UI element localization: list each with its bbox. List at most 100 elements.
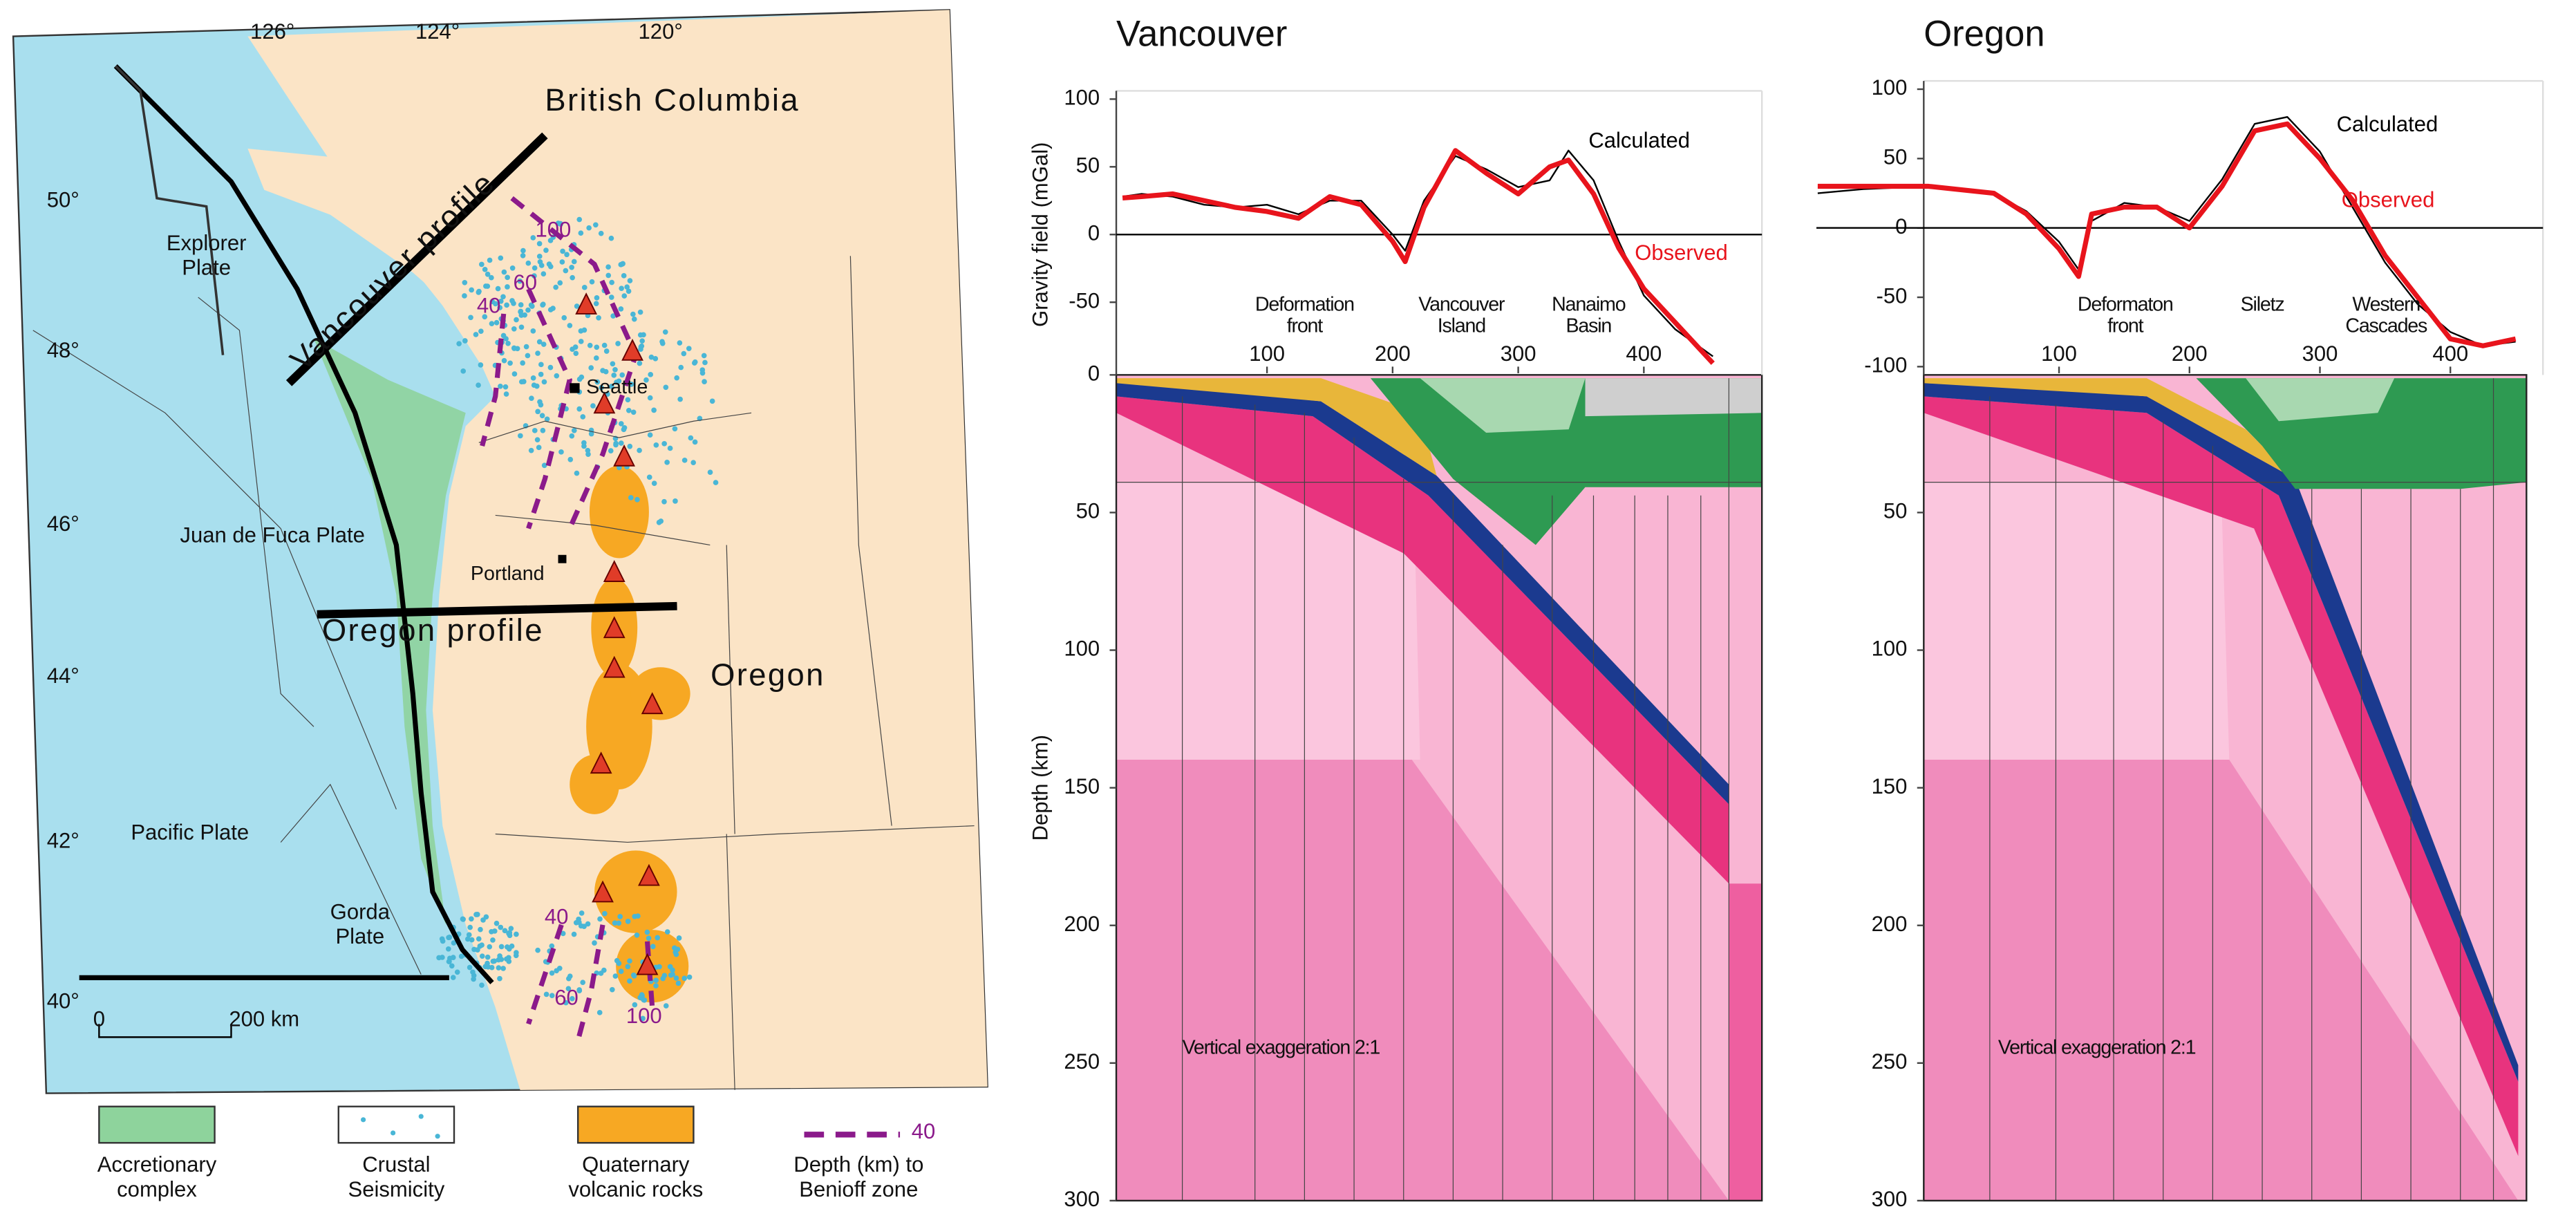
seismic-event [627, 443, 633, 449]
seismic-event [672, 426, 678, 432]
seismic-event [571, 931, 577, 937]
seismic-event [602, 910, 608, 917]
seismic-event [571, 427, 577, 433]
seismic-event [619, 285, 624, 292]
seismic-event [504, 302, 509, 308]
seismic-event [500, 966, 506, 971]
seismic-event [525, 260, 532, 266]
seismic-event [580, 980, 586, 985]
seismic-event [676, 935, 682, 941]
seismic-event [536, 339, 543, 345]
seismic-event [631, 316, 637, 322]
seismic-event [632, 1002, 638, 1008]
seismic-event [447, 955, 453, 962]
depth-tick-label: 150 [1064, 774, 1100, 798]
series-label: Observed [2342, 188, 2435, 212]
seismic-event [581, 443, 587, 449]
seismic-event [473, 912, 479, 917]
legend-label: volcanic rocks [568, 1177, 703, 1201]
seismic-event [531, 382, 537, 388]
seismic-event [498, 944, 505, 950]
seismic-event [538, 371, 544, 377]
contour-label: 40 [477, 294, 501, 318]
seismic-event [573, 919, 579, 926]
seismic-event [537, 259, 543, 265]
seismic-event [523, 344, 529, 350]
chart-title: Vancouver [1116, 13, 1287, 54]
seismic-event [532, 273, 537, 279]
seismic-event [490, 937, 496, 943]
seismic-event [475, 947, 480, 953]
seismic-event [601, 342, 608, 348]
depth-tick-label: 50 [1076, 499, 1100, 523]
annotation: Vancouver [1418, 294, 1505, 316]
oregon-profile-line [317, 601, 677, 619]
seismic-event [681, 458, 688, 463]
seismic-event [618, 440, 624, 446]
seismic-event [572, 344, 579, 350]
contour-label: 40 [545, 905, 569, 929]
annotation: Vertical exaggeration 2:1 [1183, 1037, 1380, 1059]
seismic-event [462, 338, 468, 344]
seismic-event [530, 235, 536, 241]
depth-tick-label: 250 [1872, 1049, 1908, 1074]
seismic-event [605, 272, 612, 279]
seismic-event [485, 271, 491, 277]
seismic-event [673, 975, 679, 981]
seismic-event [644, 929, 650, 935]
seismic-event [641, 997, 647, 1003]
seismic-event [489, 299, 496, 305]
seismic-event [511, 345, 517, 351]
seismic-event [609, 279, 614, 285]
seismic-event [590, 403, 596, 409]
seismic-event [589, 279, 595, 285]
seismic-event [663, 384, 669, 391]
scale-label: 0 [93, 1007, 105, 1031]
seismic-event [597, 916, 603, 922]
x-tick-label: 300 [2302, 341, 2338, 366]
annotation: Siletz [2241, 294, 2284, 316]
seismic-event [663, 1003, 669, 1009]
seismic-event [520, 247, 526, 254]
seismic-event [616, 920, 622, 926]
map-label: Gorda [330, 899, 391, 924]
x-tick-label: 100 [1249, 341, 1285, 366]
seismic-event [493, 319, 500, 326]
annotation: Deformaton [2078, 294, 2173, 316]
x-tick-label: 200 [1375, 341, 1411, 366]
depth-tick-label: 250 [1064, 1049, 1100, 1074]
seismic-event [502, 384, 509, 390]
seismic-event [673, 951, 679, 957]
depth-tick-label: 100 [1064, 637, 1100, 661]
seismic-event [536, 444, 542, 451]
legend-label: Accretionary [97, 1152, 217, 1177]
y-tick-label: 0 [1088, 221, 1100, 245]
seismic-event [594, 295, 600, 301]
seismic-event [647, 395, 653, 401]
seismic-event [543, 991, 549, 997]
seismic-event [612, 973, 619, 979]
seismic-event [529, 395, 534, 401]
seismic-event [664, 929, 670, 935]
seismic-event [625, 397, 631, 403]
seismic-event [576, 988, 583, 994]
seismic-event [498, 255, 504, 261]
seismic-event [467, 924, 473, 930]
seismic-event [612, 920, 618, 926]
map-label: Explorer [167, 231, 247, 255]
map-label: Oregon [711, 657, 825, 693]
seismic-event [592, 940, 597, 946]
lon-label: 126° [250, 19, 294, 44]
seismic-event [482, 314, 488, 320]
seismic-event [554, 373, 560, 379]
contour-label: 100 [535, 218, 571, 242]
seismic-event [485, 283, 491, 289]
seismic-event [637, 447, 642, 453]
seismic-event [496, 965, 502, 971]
seismic-event [541, 379, 547, 385]
seismic-event [578, 923, 584, 929]
annotation: Vertical exaggeration 2:1 [1998, 1037, 2196, 1059]
seismic-event [675, 946, 681, 953]
seismic-event [586, 225, 592, 231]
